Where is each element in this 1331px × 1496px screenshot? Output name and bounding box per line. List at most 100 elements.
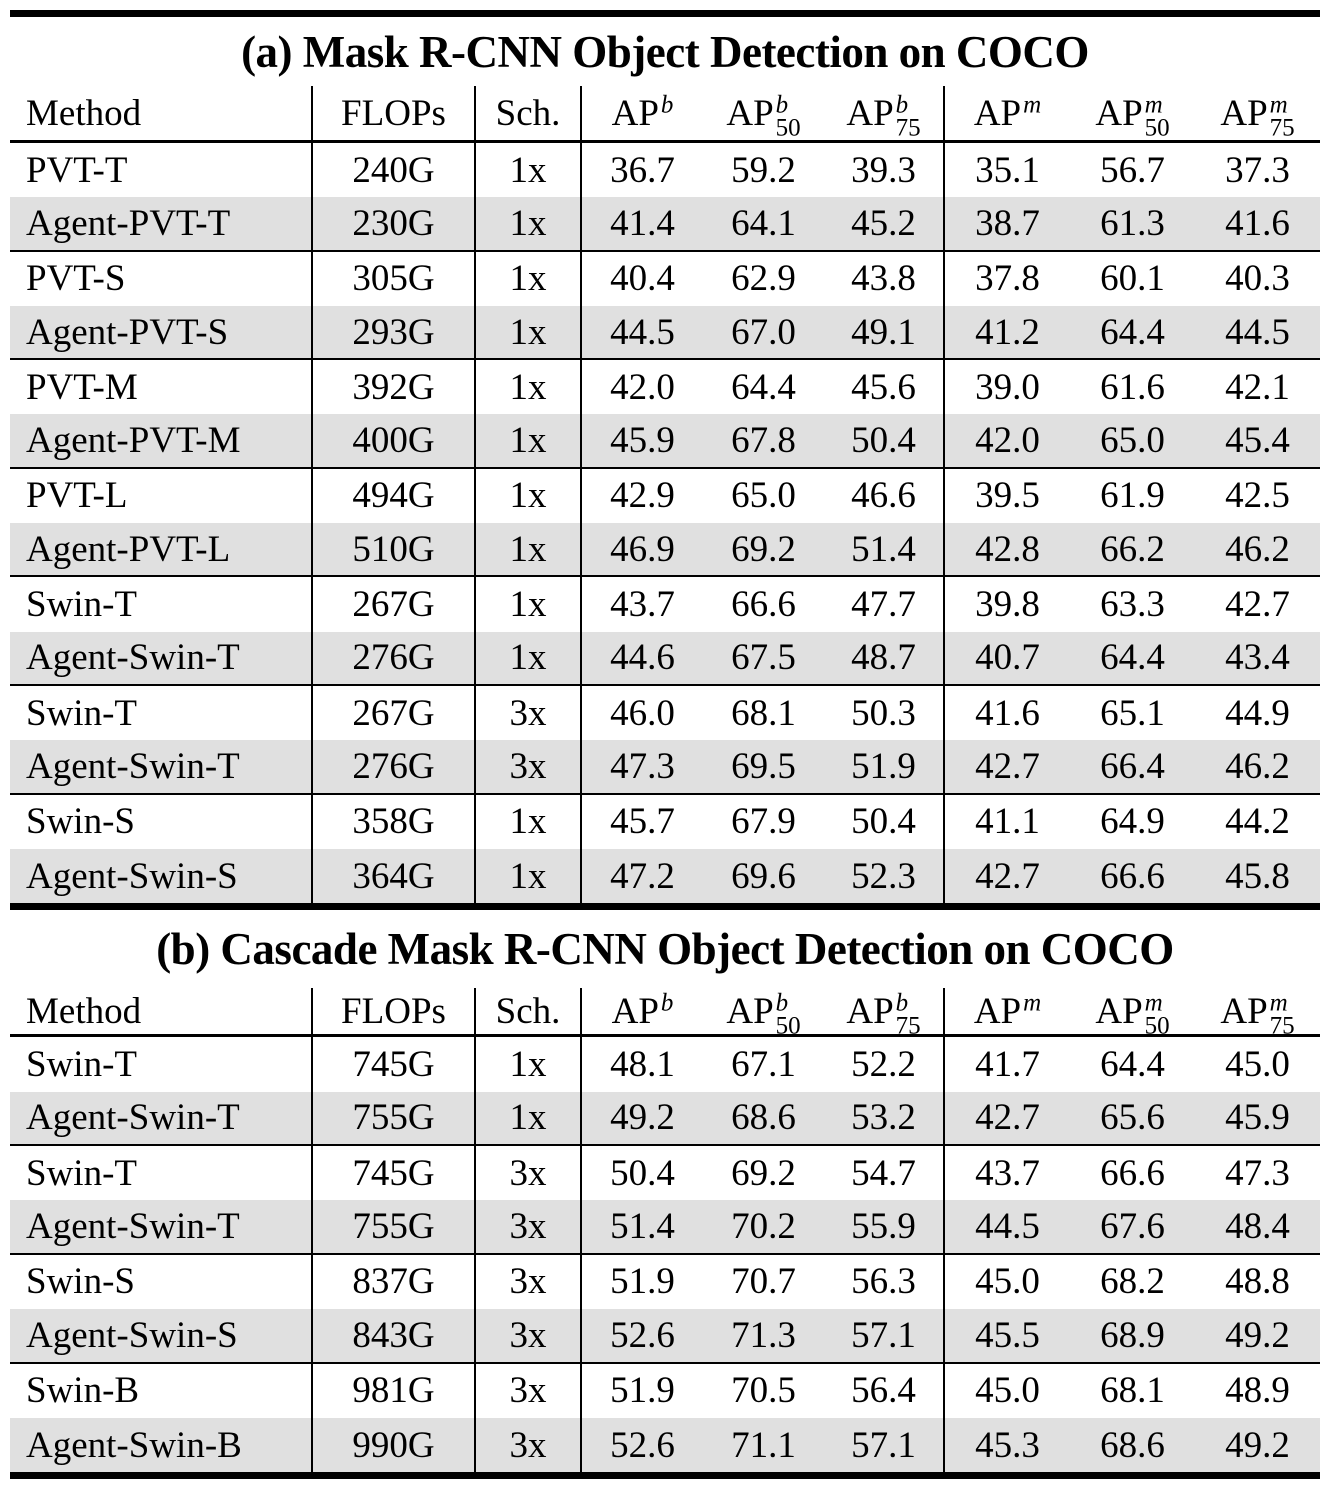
cell-flops: 267G [313,577,476,632]
cell-apb: 49.2 [610,1097,675,1139]
col-header-sch: Sch. [476,988,582,1035]
cell-method: Agent-Swin-B [10,1417,313,1473]
cell-apm50: 64.4 [1100,637,1165,679]
cell-apm: 41.7 [975,1043,1040,1085]
ap-superscript: m [1144,989,1163,1017]
cell-method: Swin-S [10,1254,313,1310]
cell-apb: 36.7 [610,149,675,191]
cell-method: PVT-M [10,360,313,415]
cell-apm: 45.0 [975,1370,1040,1412]
cell-apm: 45.3 [975,1424,1040,1466]
cell-sch: 1x [476,305,582,359]
cell-sch: 1x [476,577,582,632]
cell-flops: 981G [313,1363,476,1418]
cell-sch: 1x [476,1037,582,1092]
cell-sch: 1x [476,1091,582,1144]
cell-apb: 47.3 [610,745,675,787]
cell-sch: 3x [476,1254,582,1310]
col-header-apb75: AP b 75 [824,86,945,142]
table-row: Agent-Swin-T 755G 1x 49.2 68.6 53.2 42.7 65.6 45… [10,1091,1320,1146]
cell-apb50: 62.9 [731,258,796,300]
table-row: Swin-T 745G 1x 48.1 67.1 52.2 41.7 64.4 45.0 [10,1037,1320,1092]
cell-method: Swin-T [10,577,313,632]
cell-apb50: 67.9 [731,801,796,843]
cell-apb50: 67.5 [731,637,796,679]
ap-subscript: 75 [895,114,921,142]
cell-apm: 35.1 [975,149,1040,191]
cell-apb50: 67.0 [731,311,796,353]
cell-method: PVT-L [10,468,313,524]
cell-apb75: 51.4 [824,523,945,576]
ap-superscript: m [1269,91,1288,119]
cell-apb75: 45.2 [824,197,945,250]
cell-sch: 3x [476,1145,582,1201]
ap-superscript: m [1269,989,1288,1017]
cell-apm: 45.5 [975,1314,1040,1356]
ap-scripts: m 50 [1145,93,1170,141]
cell-apm50: 63.3 [1100,584,1165,626]
table-row: Swin-S 837G 3x 51.9 70.7 56.3 45.0 68.2 48.8 [10,1254,1320,1310]
cell-apm50: 61.9 [1100,475,1165,517]
cell-sch: 1x [476,468,582,524]
cell-apm75: 45.4 [1225,420,1290,462]
cell-apb: 42.9 [610,475,675,517]
cell-sch: 3x [476,1363,582,1418]
cell-apm50: 56.7 [1100,149,1165,191]
table-row: Agent-Swin-T 276G 3x 47.3 69.5 51.9 42.7 66.4 46… [10,740,1320,795]
cell-apb50: 67.1 [731,1043,796,1085]
ap-base: AP [611,92,659,134]
cell-apb75: 39.3 [824,143,945,198]
cell-apm75: 45.0 [1225,1043,1290,1085]
cell-apm50: 66.2 [1100,528,1165,570]
cell-apb75: 56.3 [824,1254,945,1310]
cell-flops: 755G [313,1200,476,1253]
cell-apm75: 49.2 [1225,1424,1290,1466]
table-row: Agent-Swin-S 364G 1x 47.2 69.6 52.3 42.7 66.6 45… [10,848,1320,904]
cell-sch: 3x [476,1309,582,1362]
cell-apm75: 45.9 [1225,1097,1290,1139]
cell-sch: 1x [476,143,582,198]
cell-flops: 494G [313,468,476,524]
cell-apm50: 64.4 [1100,311,1165,353]
cell-method: Agent-PVT-L [10,523,313,576]
cell-method: Agent-Swin-S [10,1309,313,1362]
table-row: Agent-Swin-T 755G 3x 51.4 70.2 55.9 44.5 67.6 48… [10,1200,1320,1255]
cell-flops: 392G [313,360,476,415]
col-header-apm50: AP m 50 [1070,988,1195,1039]
cell-flops: 267G [313,685,476,741]
cell-apb75: 50.4 [824,794,945,849]
cell-apm50: 68.1 [1100,1370,1165,1412]
cell-apm75: 48.9 [1225,1370,1290,1412]
cell-method: Swin-T [10,1037,313,1092]
ap-scripts: b [661,93,674,140]
cell-apm50: 60.1 [1100,258,1165,300]
cell-flops: 510G [313,523,476,576]
cell-flops: 745G [313,1037,476,1092]
cell-method: Agent-PVT-T [10,197,313,250]
col-header-apm: AP m [945,86,1070,140]
cell-method: PVT-T [10,143,313,198]
cell-apm75: 49.2 [1225,1314,1290,1356]
cell-apm50: 65.1 [1100,692,1165,734]
ap-superscript: b [895,91,909,119]
cell-apm50: 68.9 [1100,1314,1165,1356]
col-header-method: Method [10,86,313,140]
ap-scripts: b 75 [896,991,921,1039]
cell-apb50: 70.7 [731,1261,796,1303]
cell-apb75: 56.4 [824,1363,945,1418]
cell-apm: 45.0 [975,1261,1040,1303]
col-header-apm50: AP m 50 [1070,86,1195,141]
cell-apm50: 61.3 [1100,202,1165,244]
ap-subscript: 75 [1269,1012,1295,1040]
cell-apm: 41.6 [975,692,1040,734]
cell-apm50: 67.6 [1100,1206,1165,1248]
table-b-header-row: Method FLOPs Sch. AP b AP b 50 AP b 75 AP m AP… [10,988,1320,1040]
table-row: PVT-T 240G 1x 36.7 59.2 39.3 35.1 56.7 37.3 [10,143,1320,198]
table-row: Swin-T 267G 1x 43.7 66.6 47.7 39.8 63.3 42.7 [10,577,1320,632]
cell-apm: 40.7 [975,637,1040,679]
mid-rule [10,903,1320,911]
cell-method: Agent-Swin-T [10,740,313,793]
cell-apb50: 68.1 [731,692,796,734]
cell-apm75: 42.1 [1225,366,1290,408]
col-header-apb: AP b [582,86,703,140]
